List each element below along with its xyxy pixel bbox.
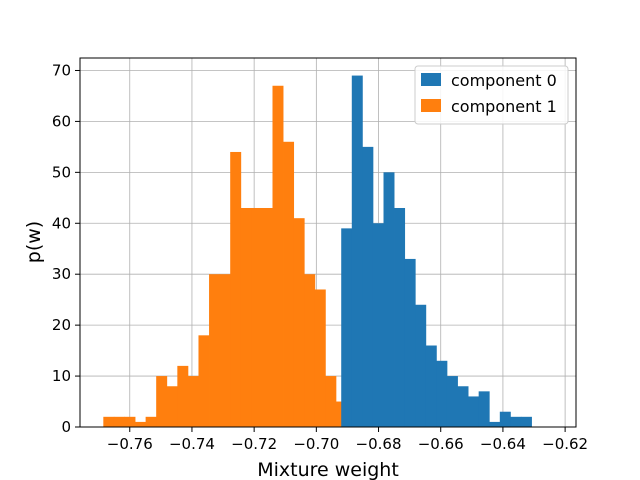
legend-box bbox=[414, 65, 569, 125]
histogram-bar-component-0 bbox=[446, 376, 458, 427]
y-tick-label: 20 bbox=[52, 316, 71, 334]
histogram-bar-component-1 bbox=[198, 335, 210, 427]
histogram-bar-component-0 bbox=[404, 258, 416, 427]
x-tick-label: −0.74 bbox=[169, 435, 215, 453]
histogram-bar-component-1 bbox=[304, 274, 316, 427]
histogram-bar-component-0 bbox=[457, 386, 469, 427]
legend-swatch-component-0 bbox=[421, 73, 441, 86]
histogram-bar-component-1 bbox=[145, 416, 157, 427]
histogram-bar-component-1 bbox=[177, 365, 189, 427]
legend: component 0 component 1 bbox=[414, 65, 569, 125]
x-tick-label: −0.62 bbox=[542, 435, 588, 453]
histogram-bar-component-1 bbox=[219, 274, 231, 427]
histogram-bar-component-1 bbox=[230, 151, 242, 428]
histogram-bar-component-0 bbox=[489, 421, 501, 427]
histogram-bar-component-1 bbox=[240, 207, 252, 427]
series-component-0-bars bbox=[341, 75, 532, 428]
histogram-bar-component-1 bbox=[251, 207, 263, 427]
histogram-bar-component-1 bbox=[113, 416, 125, 427]
histogram-bar-component-0 bbox=[362, 146, 374, 427]
histogram-bar-component-1 bbox=[135, 421, 147, 427]
histogram-bar-component-0 bbox=[394, 207, 406, 427]
plot-frame bbox=[79, 57, 577, 428]
histogram-bar-component-1 bbox=[314, 289, 326, 427]
histogram-bar-component-0 bbox=[372, 223, 384, 427]
histogram-bar-component-0 bbox=[468, 396, 480, 427]
x-tick-label: −0.64 bbox=[480, 435, 526, 453]
histogram-bar-component-1 bbox=[293, 218, 305, 427]
histogram-bar-component-1 bbox=[103, 416, 115, 427]
y-tick-label: 0 bbox=[61, 418, 71, 436]
histogram-bar-component-1 bbox=[156, 376, 168, 427]
x-tick-label: −0.68 bbox=[356, 435, 402, 453]
y-tick-label: 70 bbox=[52, 61, 71, 79]
histogram-bar-component-0 bbox=[520, 416, 532, 427]
histogram-bar-component-0 bbox=[499, 411, 511, 427]
histogram-bar-component-0 bbox=[425, 345, 437, 427]
histogram-bar-component-1 bbox=[325, 376, 337, 427]
legend-label-component-0: component 0 bbox=[451, 71, 557, 90]
legend-swatch-component-1 bbox=[421, 99, 441, 112]
histogram-bar-component-0 bbox=[383, 172, 395, 427]
legend-label-component-1: component 1 bbox=[451, 97, 557, 116]
x-axis-label: Mixture weight bbox=[257, 459, 399, 480]
histogram-bar-component-1 bbox=[272, 85, 284, 428]
histogram-bar-component-0 bbox=[478, 391, 490, 427]
y-axis-label: p(w) bbox=[23, 221, 45, 263]
y-tick-label: 50 bbox=[52, 163, 71, 181]
histogram-bar-component-1 bbox=[209, 274, 221, 427]
histogram-bar-component-0 bbox=[510, 416, 522, 427]
y-tick-label: 10 bbox=[52, 367, 71, 385]
x-tick-label: −0.72 bbox=[231, 435, 277, 453]
y-tick-label: 30 bbox=[52, 265, 71, 283]
histogram-bar-component-0 bbox=[341, 228, 353, 427]
y-axis-ticks: 0 10 20 30 40 50 60 70 bbox=[52, 61, 80, 436]
histogram-bar-component-0 bbox=[351, 75, 363, 428]
histogram-bar-component-1 bbox=[166, 386, 178, 427]
histogram-bar-component-1 bbox=[283, 141, 295, 428]
histogram-bar-component-0 bbox=[436, 360, 448, 427]
series-component-1-bars bbox=[103, 85, 379, 428]
histogram-bar-component-1 bbox=[261, 207, 273, 427]
x-tick-label: −0.66 bbox=[418, 435, 464, 453]
y-tick-label: 40 bbox=[52, 214, 71, 232]
y-tick-label: 60 bbox=[52, 112, 71, 130]
histogram-bar-component-0 bbox=[415, 304, 427, 427]
x-tick-label: −0.70 bbox=[293, 435, 339, 453]
x-tick-label: −0.76 bbox=[107, 435, 153, 453]
histogram-bar-component-1 bbox=[124, 416, 136, 427]
histogram-bar-component-1 bbox=[187, 376, 199, 427]
x-axis-ticks: −0.76 −0.74 −0.72 −0.70 −0.68 −0.66 −0.64 −0.62 bbox=[107, 427, 588, 453]
